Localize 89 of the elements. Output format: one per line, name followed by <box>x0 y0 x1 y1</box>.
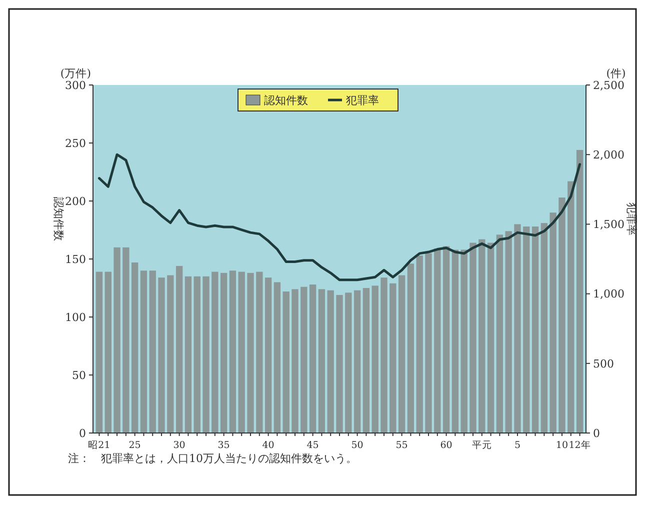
bar <box>167 275 174 433</box>
bar <box>362 288 370 433</box>
bar <box>194 276 200 433</box>
bar <box>460 250 468 433</box>
bar <box>496 234 504 433</box>
text: (件) <box>606 67 626 80</box>
bar <box>523 226 530 433</box>
bar <box>176 266 183 433</box>
x-tick-label: 40 <box>262 440 274 451</box>
x-tick-label: 60 <box>440 440 452 451</box>
y-tick-label: 200 <box>65 194 86 208</box>
bar <box>229 270 236 433</box>
bar <box>345 292 352 433</box>
x-tick-label: 30 <box>173 440 186 451</box>
bar <box>184 276 192 433</box>
bar <box>558 198 566 433</box>
bar <box>354 290 361 433</box>
x-tick-label: 35 <box>218 440 230 451</box>
bar <box>131 262 138 433</box>
x-tick-label: 25 <box>128 440 141 451</box>
bar <box>212 272 218 433</box>
bar <box>318 289 326 433</box>
bar <box>372 286 378 433</box>
bar <box>202 276 210 433</box>
bar <box>282 291 290 433</box>
bar <box>274 282 281 433</box>
y2-tick-label: 2,500 <box>593 78 624 92</box>
x-tick-label: 平元 <box>472 440 492 451</box>
bar <box>407 264 414 433</box>
bar <box>505 231 512 433</box>
y-tick-label: 300 <box>65 78 86 92</box>
text: 注： 犯罪率とは，人口10万人当たりの認知件数をいう。 <box>68 452 357 465</box>
y2-tick-label: 2,000 <box>593 148 624 162</box>
x-tick-label: 55 <box>396 440 408 451</box>
bar <box>416 256 423 433</box>
bar <box>149 270 156 433</box>
x-tick-label: 45 <box>306 440 319 451</box>
bar <box>309 284 316 433</box>
x-tick-label: 5 <box>514 440 521 451</box>
bar <box>292 289 298 433</box>
y2-axis-title: 犯罪率 <box>625 202 638 236</box>
bar <box>470 242 476 433</box>
y2-tick-label: 1,500 <box>593 218 624 232</box>
bar <box>122 247 130 433</box>
bar <box>425 253 432 433</box>
bar <box>220 272 228 433</box>
x-tick-label: 50 <box>351 440 364 451</box>
bar <box>238 272 245 433</box>
bar <box>452 250 459 433</box>
bar <box>568 181 574 433</box>
bar <box>390 283 396 433</box>
bar <box>336 294 343 433</box>
y2-tick-label: 1,000 <box>593 288 624 301</box>
bar <box>158 278 165 433</box>
y-tick-label: 50 <box>72 368 86 382</box>
bar <box>540 223 548 433</box>
bar <box>327 290 334 433</box>
bar <box>114 247 120 433</box>
x-tick-label: 10 <box>556 440 568 451</box>
bar <box>478 239 486 433</box>
y-axis-title: 認知件数 <box>52 197 65 241</box>
bar <box>380 278 388 433</box>
bar <box>532 226 539 433</box>
bar <box>576 150 584 433</box>
bar <box>264 278 272 433</box>
y-tick-label: 100 <box>65 310 86 324</box>
legend-label: 犯罪率 <box>346 94 379 107</box>
bar <box>256 272 263 433</box>
legend-label: 認知件数 <box>264 94 308 107</box>
y2-tick-label: 500 <box>593 357 614 370</box>
bar <box>550 212 556 433</box>
bar <box>300 286 308 433</box>
bar <box>514 224 521 433</box>
text: (万件) <box>60 67 91 80</box>
x-tick-label: 12年 <box>568 439 591 451</box>
x-tick-label: 昭21 <box>88 440 110 451</box>
bar <box>398 275 406 433</box>
bar <box>442 246 450 433</box>
y-tick-label: 150 <box>65 252 86 266</box>
line-series <box>98 153 582 282</box>
y-tick-label: 0 <box>79 426 86 440</box>
bar <box>140 270 148 433</box>
y-tick-label: 250 <box>65 136 86 150</box>
bar <box>487 242 494 433</box>
bar <box>104 272 112 433</box>
y2-tick-label: 0 <box>593 426 600 440</box>
bar <box>96 272 103 433</box>
bar <box>434 248 441 433</box>
bar <box>247 272 254 433</box>
